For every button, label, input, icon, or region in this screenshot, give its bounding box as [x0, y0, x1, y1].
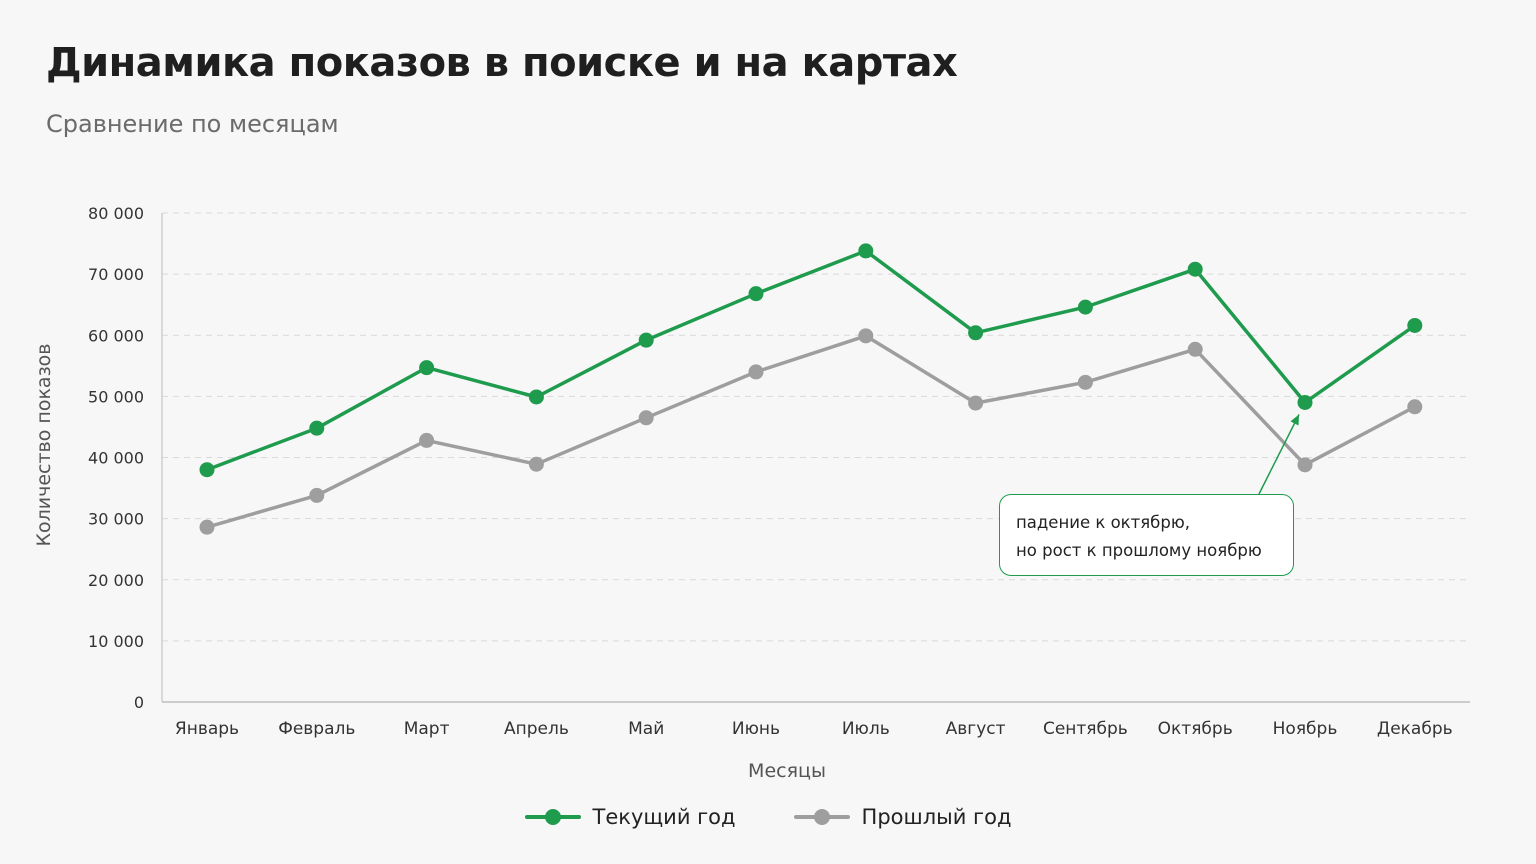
legend-item-previous: Прошлый год [793, 805, 1012, 829]
grid-lines [162, 212, 1470, 642]
x-tick-label: Июнь [732, 719, 780, 739]
axes [161, 213, 1470, 703]
data-point [1187, 261, 1203, 277]
chart-title: Динамика показов в поиске и на картах [46, 40, 958, 86]
arrow-line [1258, 414, 1300, 495]
data-point [638, 410, 654, 426]
x-tick-label: Январь [175, 719, 239, 739]
x-tick-labels: Январь Февраль Март Апрель Май Июнь Июль Август… [175, 719, 1453, 739]
y-tick-label: 70 000 [88, 265, 144, 284]
data-point [1297, 457, 1313, 473]
data-point [968, 325, 984, 341]
legend-label-previous: Прошлый год [861, 805, 1012, 829]
y-tick-label: 30 000 [88, 510, 144, 529]
y-tick-labels: 0 10 000 20 000 30 000 40 000 50 000 60 000 70 … [88, 204, 144, 712]
y-tick-label: 50 000 [88, 387, 144, 406]
data-point [1407, 399, 1423, 415]
x-axis-label: Месяцы [748, 760, 826, 782]
annotation-callout: падение к октябрю, но рост к прошлому но… [999, 494, 1294, 576]
data-point [309, 487, 325, 503]
x-tick-label: Август [946, 719, 1006, 739]
x-tick-label: Март [404, 719, 450, 739]
annotation-line-1: падение к октябрю, [1016, 513, 1190, 532]
y-tick-label: 60 000 [88, 326, 144, 345]
data-point [528, 389, 544, 405]
data-point [419, 360, 435, 376]
data-point [1407, 317, 1423, 333]
data-point [1077, 374, 1093, 390]
data-point [1077, 299, 1093, 315]
series-current-year [199, 243, 1423, 478]
data-point [199, 519, 215, 535]
data-point [419, 432, 435, 448]
series-line [205, 334, 1417, 529]
data-point [858, 243, 874, 259]
chart-subtitle: Сравнение по месяцам [46, 110, 339, 138]
x-tick-label: Декабрь [1377, 719, 1453, 739]
y-tick-label: 40 000 [88, 449, 144, 468]
legend-swatch-previous [793, 808, 850, 826]
arrow-head [1290, 414, 1299, 426]
data-point [528, 456, 544, 472]
series-layer [199, 243, 1423, 535]
legend-label-current: Текущий год [592, 805, 736, 829]
x-tick-label: Ноябрь [1273, 719, 1338, 739]
series-previous-year [199, 328, 1423, 535]
data-point [858, 328, 874, 344]
x-tick-label: Июль [842, 719, 890, 739]
annotation-line-2: но рост к прошлому ноябрю [1016, 541, 1262, 560]
legend: Текущий год Прошлый год [0, 800, 1536, 834]
data-point [638, 332, 654, 348]
x-tick-label: Сентябрь [1043, 719, 1128, 739]
data-point [199, 462, 215, 478]
series-line [205, 249, 1417, 472]
y-tick-label: 20 000 [88, 571, 144, 590]
y-tick-label: 10 000 [88, 632, 144, 651]
x-tick-label: Октябрь [1158, 719, 1233, 739]
y-axis-label: Количество показов [33, 344, 55, 547]
data-point [748, 364, 764, 380]
annotation-arrow [1258, 414, 1300, 495]
y-tick-label: 0 [134, 693, 144, 712]
x-tick-label: Май [628, 719, 664, 739]
line-chart: 0 10 000 20 000 30 000 40 000 50 000 60 000 70 … [33, 204, 1470, 782]
legend-item-current: Текущий год [524, 805, 736, 829]
x-tick-label: Апрель [504, 719, 569, 739]
data-point [309, 420, 325, 436]
x-tick-label: Февраль [278, 719, 355, 739]
y-tick-label: 80 000 [88, 204, 144, 223]
data-point [1297, 394, 1313, 410]
data-point [1187, 341, 1203, 357]
data-point [748, 286, 764, 302]
legend-swatch-current [524, 808, 581, 826]
data-point [968, 395, 984, 411]
